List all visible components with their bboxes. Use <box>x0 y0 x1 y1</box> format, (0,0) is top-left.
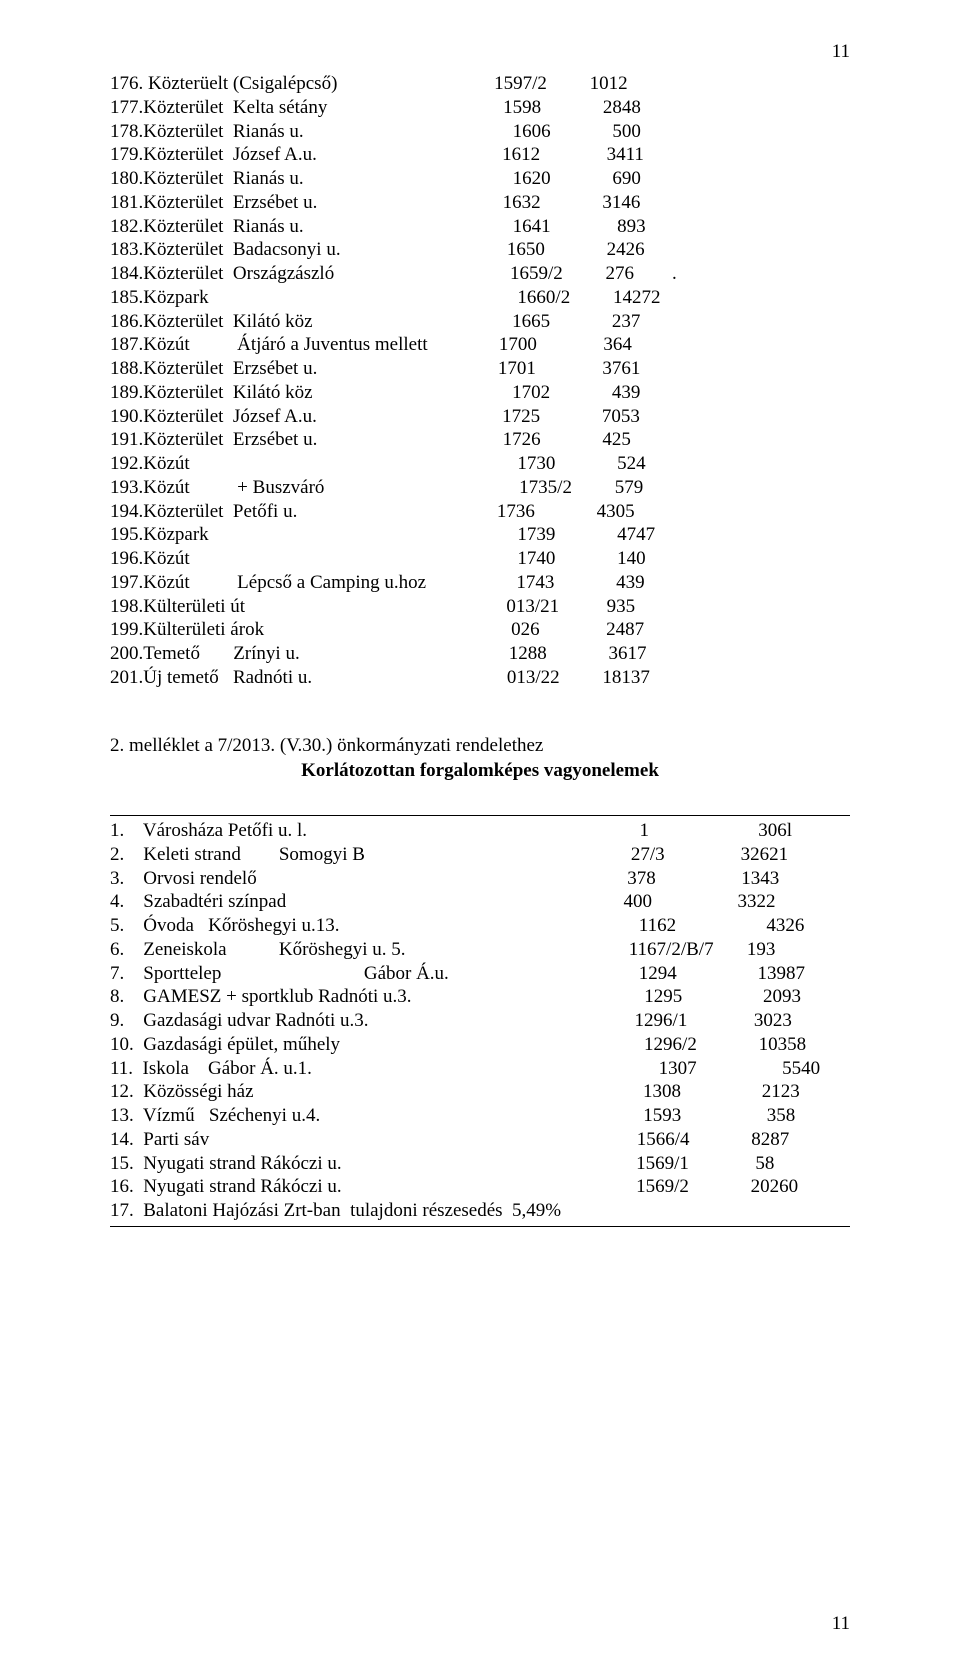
list-row: 190.Közterület József A.u. 1725 7053 <box>110 405 850 429</box>
list-row: 176. Közterüelt (Csigalépcső) 1597/2 101… <box>110 72 850 96</box>
list-row: 194.Közterület Petőfi u. 1736 4305 <box>110 500 850 524</box>
list-row: 15. Nyugati strand Rákóczi u. 1569/1 58 <box>110 1152 850 1176</box>
list-row: 197.Közút Lépcső a Camping u.hoz 1743 43… <box>110 571 850 595</box>
list-row: 191.Közterület Erzsébet u. 1726 425 <box>110 428 850 452</box>
list-row: 183.Közterület Badacsonyi u. 1650 2426 <box>110 238 850 262</box>
list-row: 187.Közút Átjáró a Juventus mellett 1700… <box>110 333 850 357</box>
list-row: 189.Közterület Kilátó köz 1702 439 <box>110 381 850 405</box>
divider-bottom <box>110 1226 850 1227</box>
list-row: 14. Parti sáv 1566/4 8287 <box>110 1128 850 1152</box>
list-row: 7. Sporttelep Gábor Á.u. 1294 13987 <box>110 962 850 986</box>
list-row: 196.Közút 1740 140 <box>110 547 850 571</box>
list-row: 198.Külterületi út 013/21 935 <box>110 595 850 619</box>
list-row: 6. Zeneiskola Kőröshegyi u. 5. 1167/2/B/… <box>110 938 850 962</box>
heading-line-1: 2. melléklet a 7/2013. (V.30.) önkormány… <box>110 734 850 758</box>
list-row: 180.Közterület Rianás u. 1620 690 <box>110 167 850 191</box>
list-row: 188.Közterület Erzsébet u. 1701 3761 <box>110 357 850 381</box>
list-row: 179.Közterület József A.u. 1612 3411 <box>110 143 850 167</box>
heading-line-2: Korlátozottan forgalomképes vagyonelemek <box>110 759 850 783</box>
page-number-top: 11 <box>832 40 850 64</box>
list-row: 3. Orvosi rendelő 378 1343 <box>110 867 850 891</box>
divider-top <box>110 815 850 816</box>
list-row: 201.Új temető Radnóti u. 013/22 18137 <box>110 666 850 690</box>
list-row: 178.Közterület Rianás u. 1606 500 <box>110 120 850 144</box>
list-row: 8. GAMESZ + sportklub Radnóti u.3. 1295 … <box>110 985 850 1009</box>
list-row: 10. Gazdasági épület, műhely 1296/2 1035… <box>110 1033 850 1057</box>
section-heading: 2. melléklet a 7/2013. (V.30.) önkormány… <box>110 734 850 784</box>
list-row: 12. Közösségi ház 1308 2123 <box>110 1080 850 1104</box>
list-row: 200.Temető Zrínyi u. 1288 3617 <box>110 642 850 666</box>
list-row: 17. Balatoni Hajózási Zrt-ban tulajdoni … <box>110 1199 850 1223</box>
list-row: 195.Közpark 1739 4747 <box>110 523 850 547</box>
list-row: 199.Külterületi árok 026 2487 <box>110 618 850 642</box>
page-number-bottom: 11 <box>832 1612 850 1636</box>
list-1: 176. Közterüelt (Csigalépcső) 1597/2 101… <box>110 72 850 690</box>
list-row: 193.Közút + Buszváró 1735/2 579 <box>110 476 850 500</box>
list-row: 184.Közterület Országzászló 1659/2 276 . <box>110 262 850 286</box>
list-row: 9. Gazdasági udvar Radnóti u.3. 1296/1 3… <box>110 1009 850 1033</box>
document-page: 11 176. Közterüelt (Csigalépcső) 1597/2 … <box>0 0 960 1660</box>
list-row: 5. Óvoda Kőröshegyi u.13. 1162 4326 <box>110 914 850 938</box>
list-row: 16. Nyugati strand Rákóczi u. 1569/2 202… <box>110 1175 850 1199</box>
list-row: 182.Közterület Rianás u. 1641 893 <box>110 215 850 239</box>
list-row: 185.Közpark 1660/2 14272 <box>110 286 850 310</box>
list-row: 192.Közút 1730 524 <box>110 452 850 476</box>
list-row: 13. Vízmű Széchenyi u.4. 1593 358 <box>110 1104 850 1128</box>
list-row: 1. Városháza Petőfi u. l. 1 306l <box>110 819 850 843</box>
list-row: 2. Keleti strand Somogyi B 27/3 32621 <box>110 843 850 867</box>
list-row: 186.Közterület Kilátó köz 1665 237 <box>110 310 850 334</box>
list-row: 11. Iskola Gábor Á. u.1. 1307 5540 <box>110 1057 850 1081</box>
list-row: 181.Közterület Erzsébet u. 1632 3146 <box>110 191 850 215</box>
list-row: 4. Szabadtéri színpad 400 3322 <box>110 890 850 914</box>
list-2: 1. Városháza Petőfi u. l. 1 306l2. Kelet… <box>110 819 850 1223</box>
list-row: 177.Közterület Kelta sétány 1598 2848 <box>110 96 850 120</box>
